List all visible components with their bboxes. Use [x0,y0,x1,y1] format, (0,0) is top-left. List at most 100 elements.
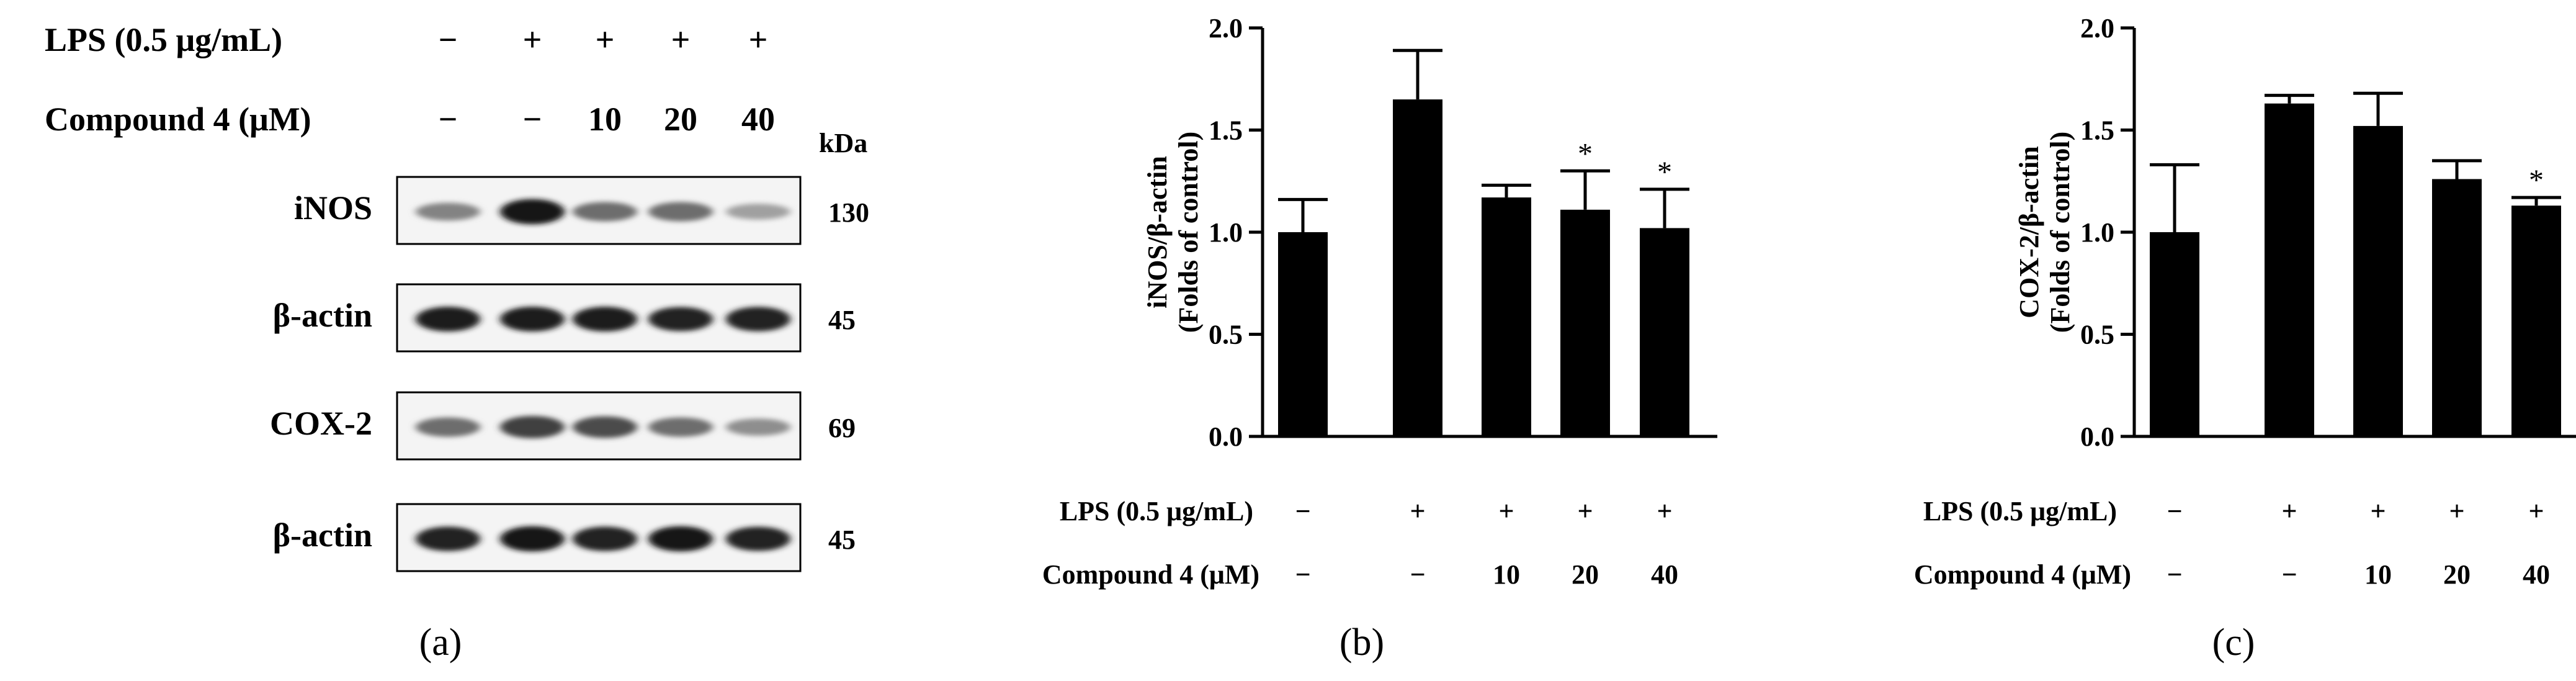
blot-band-lane-2 [500,199,565,225]
lps-sign-5: + [1657,496,1672,526]
compound-value-2: − [2281,559,2297,590]
lps-sign-3: + [1498,496,1514,526]
significance-mark-5: * [1657,156,1672,189]
compound-value-lane-2: − [523,101,542,138]
bars: * [2150,91,2561,437]
significance-mark-4: * [1578,137,1593,170]
blot-band-lane-4 [648,307,713,331]
blot-kda: 45 [828,305,856,335]
treatment-table: LPS (0.5 μg/mL) Compound 4 (μM) − + + + + − − 10 2… [1914,496,2550,590]
bar-4 [1560,209,1610,436]
y-tick-label: 2.0 [2080,13,2114,43]
bar-2 [2265,103,2314,437]
lps-row-label: LPS (0.5 μg/mL) [1923,496,2117,526]
y-axis-label-line-2: (Folds of control) [2045,132,2075,333]
lps-row-label: LPS (0.5 μg/mL) [1060,496,1253,526]
compound-value-4: 20 [2443,559,2471,590]
blot-row-3: COX-2 69 [270,391,856,461]
bar-4 [2432,179,2482,436]
blot-band-lane-5 [726,418,790,436]
panel-b-caption: (b) [1339,621,1384,664]
lps-sign-lane-1: − [439,21,458,58]
blot-band-lane-1 [416,202,480,221]
panel-c-caption: (c) [2212,621,2255,664]
lps-sign-4: + [1577,496,1593,526]
y-tick-label: 0.5 [2080,320,2114,350]
lps-sign-2: + [1410,496,1425,526]
blot-band-lane-1 [416,526,480,551]
blot-band-lane-1 [416,417,480,437]
blot-band-lane-3 [573,526,637,551]
compound-value-5: 40 [2523,559,2550,590]
treatment-table: LPS (0.5 μg/mL) Compound 4 (μM) − + + + + − − 10 2… [1042,496,1678,590]
blot-label: iNOS [294,189,372,227]
y-axis-label: COX-2/β-actin (Folds of control) [2014,132,2075,333]
bar-1 [2150,232,2199,436]
compound-value-5: 40 [1651,559,1678,590]
bars: ** [1278,48,1689,436]
compound-value-lane-1: − [439,101,458,138]
compound-value-4: 20 [1572,559,1599,590]
blot-band-lane-2 [500,416,565,438]
bar-3 [1482,197,1531,436]
lps-row-label: LPS (0.5 μg/mL) [45,21,282,58]
blot-panels: iNOS 130 β-actin 45 COX-2 69 β-actin 45 [270,176,869,572]
significance-mark-5: * [2529,164,2544,197]
panel-a-caption: (a) [419,621,462,664]
y-tick-label: 2.0 [1209,13,1243,43]
compound-value-lane-5: 40 [741,101,775,138]
compound-value-3: 10 [2364,559,2392,590]
lps-sign-lane-2: + [523,21,542,58]
blot-row-2: β-actin 45 [273,283,856,353]
lps-sign-4: + [2449,496,2464,526]
blot-band-lane-2 [500,306,565,332]
panel-b-inos-chart: (b) 0.0 0.5 1.0 1.5 2.0 iNOS/β-actin (Folds of… [1042,13,1717,664]
axes: 0.0 0.5 1.0 1.5 2.0 [1209,13,1717,452]
compound-value-2: − [1410,559,1425,590]
lps-sign-3: + [2370,496,2386,526]
compound-value-lane-3: 10 [588,101,622,138]
blot-kda: 69 [828,413,856,443]
blot-band-lane-4 [648,202,713,222]
y-tick-label: 0.0 [2080,422,2114,452]
compound-value-3: 10 [1493,559,1520,590]
compound-value-row: − − 10 20 40 [439,101,775,138]
blot-band-lane-5 [726,526,790,551]
compound-value-1: − [2167,559,2182,590]
y-tick-label: 1.0 [2080,217,2114,248]
lps-sign-1: − [2167,496,2182,526]
blot-kda: 45 [828,525,856,555]
blot-band-lane-4 [648,526,713,552]
blot-label: β-actin [273,297,372,334]
lps-sign-lane-3: + [596,21,615,58]
blot-band-lane-4 [648,417,713,437]
blot-row-4: β-actin 45 [273,503,856,572]
y-tick-label: 0.0 [1209,422,1243,452]
bar-3 [2353,125,2403,437]
blot-band-lane-3 [573,416,637,438]
y-tick-label: 1.0 [1209,217,1243,248]
blot-band-lane-1 [416,306,480,332]
y-axis-label: iNOS/β-actin (Folds of control) [1142,132,1204,333]
compound-row-label: Compound 4 (μM) [1914,559,2131,590]
lps-sign-lane-4: + [671,21,691,58]
compound-row-label: Compound 4 (μM) [45,101,311,138]
blot-band-lane-2 [500,526,565,552]
bar-2 [1393,99,1442,436]
compound-row-label: Compound 4 (μM) [1042,559,1259,590]
blot-row-1: iNOS 130 [294,176,869,245]
lps-sign-2: + [2281,496,2297,526]
y-axis-label-line-2: (Folds of control) [1173,132,1204,333]
bar-1 [1278,232,1328,436]
blot-band-lane-5 [726,307,790,331]
y-tick-label: 0.5 [1209,320,1243,350]
y-tick-label: 1.5 [2080,115,2114,146]
y-axis-label-line-1: iNOS/β-actin [1142,156,1173,309]
panel-a-western-blot: LPS (0.5 μg/mL) − + + + + Compound 4 (μM) − −… [45,21,869,664]
blot-label: β-actin [273,516,372,554]
blot-band-lane-3 [573,202,637,222]
panel-c-cox2-chart: (c) 0.0 0.5 1.0 1.5 2.0 COX-2/β-actin (Folds o… [1914,13,2576,664]
blot-band-lane-3 [573,306,637,332]
blot-band-lane-5 [726,204,790,220]
